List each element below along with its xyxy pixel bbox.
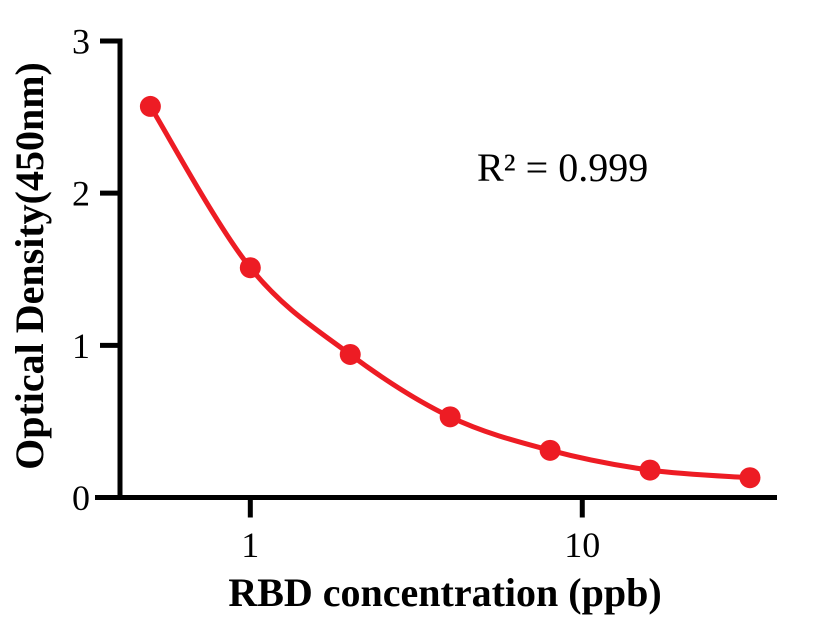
- data-point-marker: [339, 343, 361, 365]
- y-tick-label: 2: [72, 174, 90, 214]
- y-tick-label: 1: [72, 326, 90, 366]
- x-axis-title: RBD concentration (ppb): [228, 570, 662, 615]
- data-point-marker: [639, 459, 661, 481]
- data-point-marker: [739, 467, 761, 489]
- data-point-marker: [239, 257, 261, 279]
- r-squared-annotation: R² = 0.999: [477, 145, 649, 190]
- data-point-marker: [439, 406, 461, 428]
- data-point-marker: [139, 95, 161, 117]
- x-tick-label: 1: [241, 525, 259, 565]
- y-tick-label: 3: [72, 22, 90, 62]
- y-axis-title: Optical Density(450nm): [7, 62, 52, 470]
- y-tick-label: 0: [72, 478, 90, 518]
- x-tick-label: 10: [564, 525, 600, 565]
- data-point-marker: [539, 439, 561, 461]
